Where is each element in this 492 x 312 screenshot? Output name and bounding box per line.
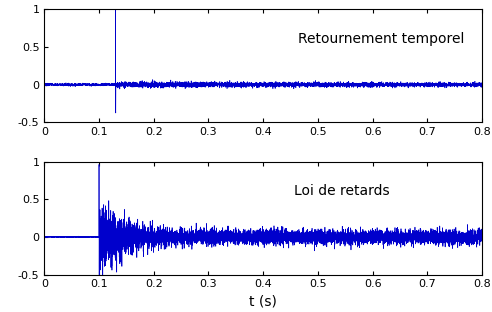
Text: Retournement temporel: Retournement temporel — [298, 32, 464, 46]
Text: Loi de retards: Loi de retards — [294, 184, 390, 198]
X-axis label: t (s): t (s) — [249, 295, 277, 309]
